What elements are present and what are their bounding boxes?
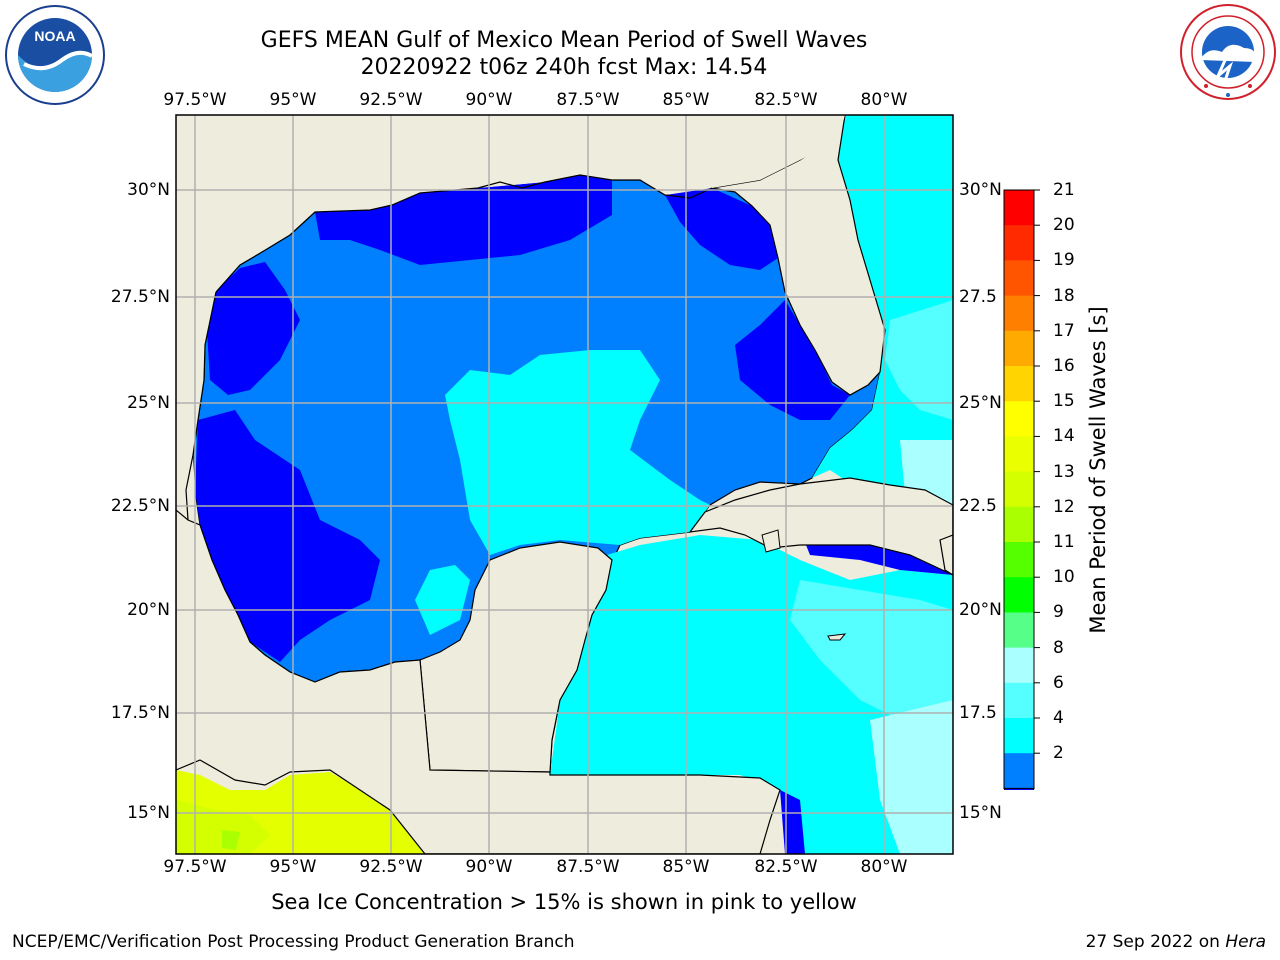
colorbar-tick-label: 8 <box>1053 637 1064 658</box>
colorbar-tick-label: 9 <box>1053 602 1064 623</box>
lat-label-right: 27.5 <box>959 287 997 307</box>
colorbar <box>1003 189 1040 790</box>
chart-title: GEFS MEAN Gulf of Mexico Mean Period of … <box>260 28 868 53</box>
colorbar-under-arrow <box>1003 787 1035 790</box>
lon-label-bottom: 87.5°W <box>556 857 620 877</box>
lon-label-top: 87.5°W <box>556 90 620 110</box>
colorbar-tick-label: 10 <box>1053 567 1075 588</box>
colorbar-segment <box>1004 753 1034 789</box>
colorbar-tick-label: 15 <box>1053 391 1075 412</box>
colorbar-segment <box>1004 330 1034 367</box>
colorbar-segment <box>1004 366 1034 402</box>
sea-ice-note: Sea Ice Concentration > 15% is shown in … <box>271 890 857 914</box>
lat-label-left: 20°N <box>127 600 170 620</box>
chart-subtitle: 20220922 t06z 240h fcst Max: 14.54 <box>360 55 768 80</box>
colorbar-segment <box>1004 542 1034 578</box>
map-gridlines <box>176 115 953 854</box>
nws-logo-icon <box>1180 4 1276 100</box>
lat-label-left: 22.5°N <box>110 496 170 516</box>
colorbar-segment <box>1004 718 1034 754</box>
map-frame <box>175 114 954 855</box>
lon-label-bottom: 90°W <box>465 857 513 877</box>
colorbar-tick-label: 20 <box>1053 215 1075 236</box>
footer-date: 27 Sep 2022 on Hera <box>1086 932 1266 952</box>
colorbar-segment <box>1004 436 1034 473</box>
colorbar-tick-label: 2 <box>1053 743 1064 764</box>
colorbar-segment <box>1004 295 1034 332</box>
lat-label-left: 27.5°N <box>110 287 170 307</box>
central-cyan <box>445 350 710 555</box>
shelf-dark-blue <box>205 262 300 395</box>
footer-date-text: 27 Sep 2022 on <box>1085 932 1226 952</box>
colorbar-segment <box>1004 401 1034 437</box>
noaa-logo-icon: NOAA <box>5 5 105 105</box>
colorbar-segment <box>1004 506 1034 543</box>
colorbar-tick-label: 6 <box>1053 672 1064 693</box>
colorbar-tick-label: 21 <box>1053 180 1075 200</box>
lat-label-right: 20°N <box>959 600 1002 620</box>
lat-label-right: 17.5 <box>959 703 997 723</box>
footer-host: Hera <box>1225 932 1266 952</box>
lat-label-right: 25°N <box>959 393 1002 413</box>
lat-label-right: 30°N <box>959 180 1002 200</box>
lat-label-left: 15°N <box>127 803 170 823</box>
lon-label-bottom: 85°W <box>662 857 710 877</box>
us-land <box>176 115 845 490</box>
colorbar-tick-label: 4 <box>1053 708 1064 728</box>
yucatan-land <box>419 541 613 773</box>
colorbar-tick-label: 17 <box>1053 320 1075 341</box>
colorbar-tick-label: 18 <box>1053 285 1075 306</box>
lat-label-left: 25°N <box>127 393 170 413</box>
lon-label-top: 92.5°W <box>359 90 423 110</box>
colorbar-segment <box>1004 471 1034 508</box>
colorbar-tick-label: 19 <box>1053 250 1075 271</box>
colorbar-segment <box>1004 577 1034 613</box>
lat-label-left: 17.5°N <box>110 703 170 723</box>
lon-label-bottom: 82.5°W <box>754 857 818 877</box>
lat-label-right: 22.5 <box>959 496 997 516</box>
lon-label-top: 80°W <box>860 90 908 110</box>
lon-label-top: 90°W <box>465 90 513 110</box>
colorbar-segment <box>1004 225 1034 261</box>
lon-label-bottom: 95°W <box>269 857 317 877</box>
lon-label-top: 82.5°W <box>754 90 818 110</box>
colorbar-tick-label: 14 <box>1053 426 1075 447</box>
lon-label-bottom: 80°W <box>860 857 908 877</box>
colorbar-segment <box>1004 190 1034 226</box>
colorbar-frame <box>1003 189 1035 790</box>
lon-label-top: 95°W <box>269 90 317 110</box>
colorbar-tick-label: 12 <box>1053 496 1075 517</box>
colorbar-label: Mean Period of Swell Waves [s] <box>1086 306 1110 634</box>
lon-label-top: 97.5°W <box>163 90 227 110</box>
colorbar-segment <box>1004 682 1034 719</box>
colorbar-segment <box>1004 647 1034 684</box>
central-america-land <box>176 509 781 854</box>
colorbar-segment <box>1004 612 1034 649</box>
colorbar-tick-label: 13 <box>1053 461 1075 482</box>
noaa-logo-text: NOAA <box>34 28 75 44</box>
lon-label-bottom: 97.5°W <box>163 857 227 877</box>
lat-label-left: 30°N <box>127 180 170 200</box>
colorbar-tick-label: 11 <box>1053 532 1075 552</box>
colorbar-tick-label: 16 <box>1053 356 1075 376</box>
colorbar-segment <box>1004 260 1034 297</box>
lon-label-bottom: 92.5°W <box>359 857 423 877</box>
footer-credit: NCEP/EMC/Verification Post Processing Pr… <box>12 932 575 952</box>
lon-label-top: 85°W <box>662 90 710 110</box>
lat-label-right: 15°N <box>959 803 1002 823</box>
